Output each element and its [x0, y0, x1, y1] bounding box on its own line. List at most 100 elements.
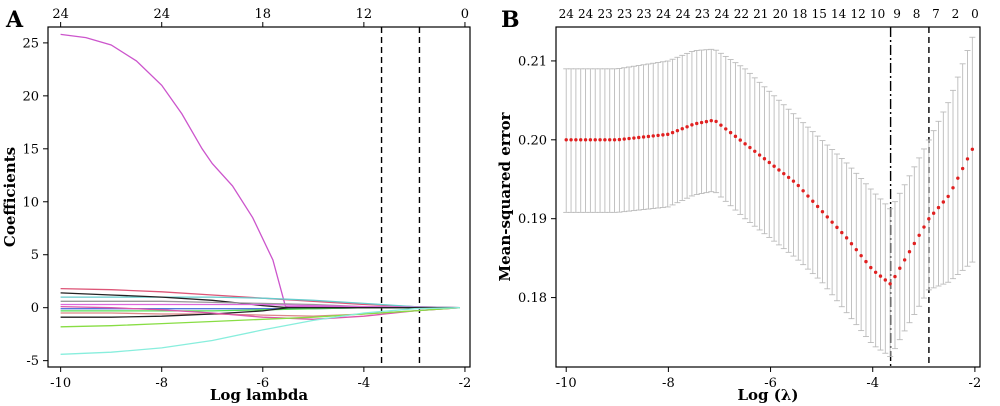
panel-b-mse-point-52 [811, 199, 815, 203]
panel-b-mse-point-7 [593, 138, 597, 142]
panel-b-mse-point-25 [680, 127, 684, 131]
panel-b-mse-point-43 [767, 160, 771, 165]
panel-a: A -10 -8 -6 -4 -2 -5 0 5 10 15 20 25 24 24 18 12 0 Log l… [1, 7, 471, 404]
panel-b-mse-point-53 [815, 204, 820, 209]
panel-b-mse-point-39 [748, 145, 752, 150]
panel-b-mse-point-61 [854, 247, 859, 252]
panel-b-mse-point-49 [796, 183, 800, 188]
panel-b-mse-point-10 [608, 138, 612, 142]
panel-b-mse-point-28 [695, 121, 699, 126]
panel-b-mse-point-67 [883, 278, 888, 282]
panel-b-mse-point-47 [786, 175, 791, 180]
panel-a-coefficient-path-1 [60, 33, 287, 307]
panel-a-top-tick-label-1: 24 [52, 7, 69, 22]
panel-b-x-tick-label-5: -2 [969, 376, 982, 391]
panel-b-mse-point-76 [927, 217, 931, 221]
panel-b-mse-points [564, 118, 975, 286]
panel-b-x-tick-label-2: -8 [662, 376, 675, 391]
panel-b-mse-point-59 [844, 236, 849, 240]
panel-b-mse-point-73 [912, 241, 917, 246]
panel-b-top-label-15: 14 [831, 7, 847, 21]
panel-b-mse-point-51 [806, 194, 810, 198]
panel-b-mse-point-60 [849, 242, 854, 246]
panel-b-mse-point-62 [859, 253, 863, 258]
panel-b-mse-point-3 [574, 138, 578, 142]
panel-b-mse-point-14 [627, 136, 631, 141]
panel-b-top-label-8: 23 [695, 7, 710, 21]
panel-b-mse-point-48 [791, 179, 796, 183]
panel-b-mse-point-12 [617, 137, 622, 142]
panel-b-mse-point-22 [666, 132, 670, 137]
panel-b-mse-point-78 [936, 205, 941, 210]
panel-b-mse-point-84 [965, 157, 970, 161]
panel-b-y-axis-label: Mean-squared error [496, 111, 514, 281]
panel-a-letter: A [5, 7, 24, 33]
panel-a-coefficient-paths [60, 33, 460, 355]
panel-b-x-tick-label-3: -6 [764, 376, 777, 391]
panel-b-mse-point-15 [632, 136, 636, 140]
panel-b-mse-point-68 [888, 282, 892, 286]
panel-b-top-label-19: 8 [913, 7, 921, 21]
panel-b-y-tick-label-2: 0.19 [518, 212, 547, 227]
panel-a-x-tick-label-5: -2 [459, 376, 472, 391]
panel-b-mse-point-11 [612, 138, 617, 142]
panel-b-mse-point-5 [583, 138, 588, 142]
panel-a-coefficient-path-11 [60, 307, 460, 318]
panel-b-mse-point-57 [835, 225, 839, 230]
panel-b-mse-point-38 [743, 142, 747, 146]
panel-b-mse-point-6 [588, 138, 593, 142]
panel-b-mse-point-44 [772, 164, 776, 168]
panel-a-y-axis-label: Coefficients [1, 147, 19, 247]
panel-b-mse-point-55 [825, 215, 829, 219]
panel-b-mse-point-72 [907, 249, 912, 254]
panel-b-mse-point-46 [782, 171, 786, 176]
panel-a-x-tick-label-2: -8 [155, 376, 168, 391]
panel-b-mse-point-16 [637, 135, 641, 140]
panel-b-mse-point-85 [970, 147, 975, 151]
panel-a-reference-lines [380, 27, 421, 367]
panel-b-mse-point-32 [714, 119, 718, 124]
panel-b-top-label-5: 23 [636, 7, 651, 21]
panel-b-mse-point-56 [830, 220, 834, 224]
panel-b-top-label-3: 23 [597, 7, 612, 21]
panel-b-mse-point-2 [569, 138, 573, 142]
panel-b-y-tick-label-1: 0.18 [518, 291, 547, 306]
panel-a-top-tick-label-4: 12 [356, 7, 373, 22]
panel-a-coefficient-path-14 [60, 307, 460, 355]
panel-a-x-axis-label: Log lambda [210, 386, 309, 404]
panel-b-mse-point-4 [579, 138, 583, 142]
panel-b-mse-point-58 [840, 230, 844, 235]
panel-a-y-tick-label-7: 25 [22, 36, 39, 51]
panel-b-mse-point-19 [651, 134, 655, 138]
panel-b-mse-point-80 [946, 194, 950, 199]
panel-b-mse-point-69 [893, 274, 897, 279]
panel-b-mse-point-29 [699, 120, 704, 125]
panel-b-mse-point-36 [733, 134, 738, 139]
panel-b-mse-point-45 [777, 168, 781, 172]
panel-b-top-label-11: 21 [753, 7, 768, 21]
panel-b-mse-point-82 [956, 176, 960, 180]
panel-b-top-label-22: 0 [971, 7, 979, 21]
panel-b-top-label-2: 24 [578, 7, 594, 21]
panel-b-mse-point-83 [960, 166, 965, 171]
panel-b-top-label-7: 24 [675, 7, 691, 21]
panel-b-mse-point-71 [902, 258, 907, 262]
panel-b-mse-point-79 [941, 200, 946, 204]
panel-b-mse-point-33 [719, 123, 723, 127]
panel-b-mse-point-34 [724, 127, 728, 131]
panel-a-axes: -10 -8 -6 -4 -2 -5 0 5 10 15 20 25 24 24 18 12 0 [22, 7, 471, 391]
panel-a-coefficient-path-13 [60, 307, 460, 328]
panel-b-mse-point-66 [878, 274, 883, 278]
panel-b-mse-point-13 [622, 137, 626, 141]
panel-a-coefficient-path-4 [60, 296, 460, 309]
panel-a-plot-frame [47, 26, 471, 368]
panel-b-mse-point-37 [738, 138, 742, 142]
panel-b-letter: B [501, 7, 520, 33]
panel-a-x-tick-label-4: -4 [358, 376, 371, 391]
panel-b-mse-point-64 [869, 265, 873, 270]
panel-a-x-tick-label-1: -10 [50, 376, 71, 391]
panel-b-top-label-9: 24 [714, 7, 730, 21]
panel-a-y-tick-label-4: 10 [22, 195, 39, 210]
